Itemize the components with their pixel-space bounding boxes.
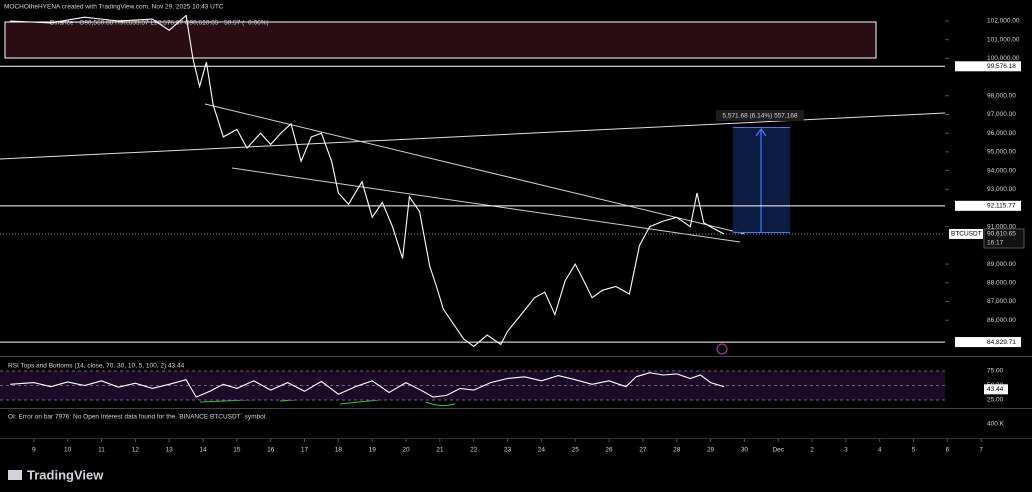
rsi-line [10,372,725,398]
y-tick-label: 91,000.00 [987,223,1016,230]
x-tick-label: 12 [132,447,140,454]
x-tick-label: Dec [772,447,784,454]
y-tick-label: 98,000.00 [987,93,1016,100]
last-price-tag [983,228,1025,249]
y-tick-label: 101,000.00 [987,36,1020,43]
oi-error: OI: Error on bar 7976: No Open Interest … [8,414,267,421]
rsi-title: RSI Tops and Bottoms (14, close, 70, 30,… [8,363,185,370]
x-tick-label: 3 [844,447,848,454]
x-tick-label: 26 [605,447,613,454]
alert-icon [716,343,728,355]
y-tick-label: 100,000.00 [987,55,1020,62]
x-tick-label: 19 [369,447,377,454]
x-tick-label: 13 [166,447,174,454]
y-tick-label: 96,000.00 [987,130,1016,137]
measure-arrow-head [755,127,767,137]
x-tick-label: 16 [267,447,275,454]
header: MOCHOtheHYENA created with TradingView.c… [4,4,224,11]
x-tick-label: 20 [402,447,410,454]
x-tick-label: 21 [436,447,444,454]
x-tick-label: 10 [64,447,72,454]
trendline [204,103,746,235]
y-tick-label: 87,000.00 [987,298,1016,305]
x-tick-label: 18 [335,447,343,454]
rsi-tag [984,384,1008,395]
rsi-last-label: 43.44 [987,386,1004,393]
x-tick-label: 24 [538,447,546,454]
x-tick-label: 11 [98,447,105,454]
y-tick-label: 94,000.00 [987,167,1016,174]
oi-axis-label: 400 K [987,421,1005,428]
x-tick-label: 23 [504,447,512,454]
x-tick-label: 15 [233,447,241,454]
x-tick-label: 4 [878,447,882,454]
x-tick-label: 22 [470,447,478,454]
price-line [10,14,725,348]
level-tag [955,200,1021,211]
level-label: 84,829.71 [987,339,1016,346]
y-tick-label: 86,000.00 [987,317,1016,324]
y-tick-label: 89,000.00 [987,261,1016,268]
y-tick-label: 102,000.00 [987,18,1020,25]
x-tick-label: 14 [199,447,207,454]
x-tick-label: 29 [707,447,715,454]
y-tick-label: 88,000.00 [987,280,1016,287]
arrow [425,401,456,407]
symbol-tag [949,228,983,239]
level-label: 92,115.77 [987,203,1016,210]
symbol-label: BTCUSDT [951,231,982,238]
x-tick-label: 17 [301,447,309,454]
rsi-tick-label: 25.00 [987,397,1004,404]
last-price-label: 90,610.65 [987,231,1016,238]
logo-icon [8,470,22,480]
y-tick-label: 95,000.00 [987,149,1016,156]
measure-label-box [716,110,804,121]
y-tick-label: 97,000.00 [987,111,1016,118]
level-tag [955,337,1021,348]
logo: TradingView [27,467,104,482]
x-tick-label: 30 [741,447,749,454]
measure-label: 5,571.68 (6.14%) 557,168 [722,113,798,120]
trendline [231,167,741,243]
x-tick-label: 9 [32,447,36,454]
zone-box [4,21,877,59]
level-label: 99,576.18 [987,63,1016,70]
y-tick-label: 93,000.00 [987,186,1016,193]
rsi-tick-label: 75.00 [987,368,1004,375]
x-tick-label: 27 [639,447,647,454]
x-tick-label: 7 [979,447,983,454]
x-tick-label: 5 [912,447,916,454]
countdown: 16:17 [987,240,1004,247]
x-tick-label: 6 [946,447,950,454]
x-tick-label: 25 [572,447,580,454]
x-tick-label: 28 [673,447,681,454]
x-tick-label: 2 [810,447,814,454]
level-tag [955,61,1021,72]
